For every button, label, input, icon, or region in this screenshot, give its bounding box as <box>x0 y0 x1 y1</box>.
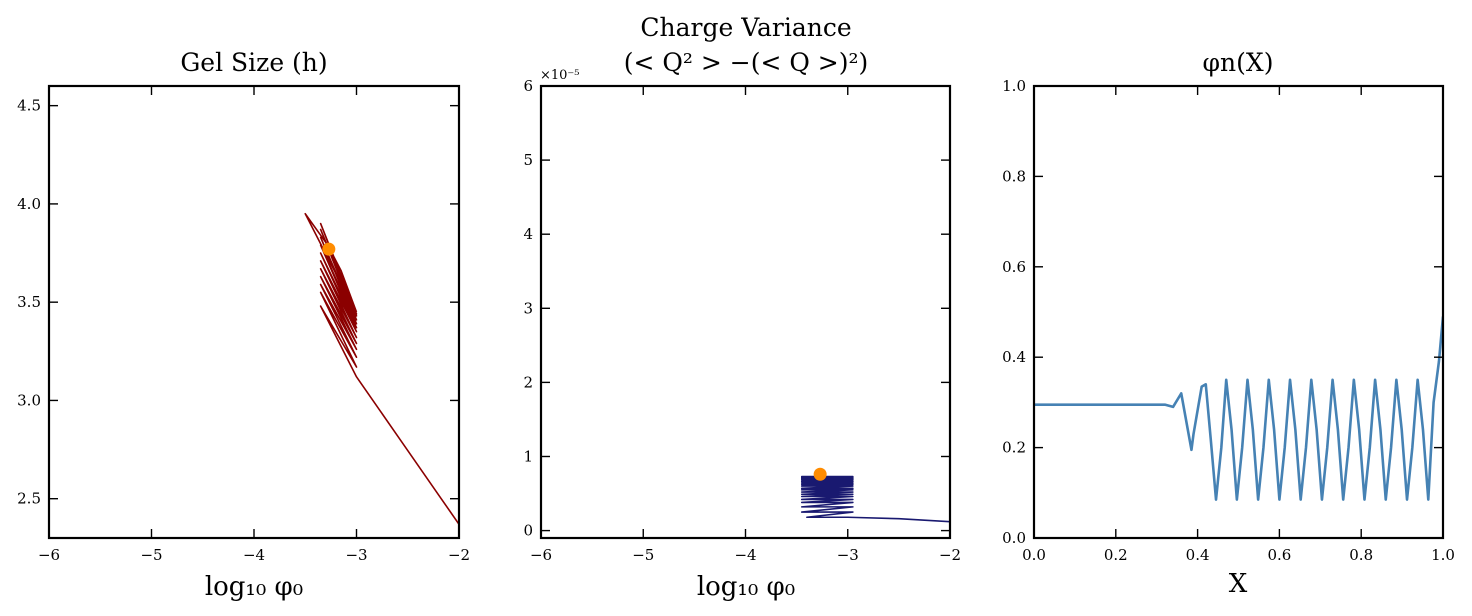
charge-variance-ytick-label: 5 <box>523 151 533 169</box>
phi-n-xlabel: X <box>1229 569 1248 599</box>
charge-variance-series-line-0 <box>800 475 950 523</box>
charge-variance-offset-text: ×10⁻⁵ <box>540 68 580 83</box>
phi-n-axes-frame <box>1032 84 1445 540</box>
charge-variance-xtick-label: −4 <box>734 546 756 564</box>
gel-size-xtick-label: −3 <box>345 546 367 564</box>
phi-n-xtick-label: 0.2 <box>1104 546 1128 564</box>
gel-size-xtick-label: −6 <box>38 546 60 564</box>
charge-variance-xtick-label: −6 <box>530 546 552 564</box>
charge-variance-plot-area: −6 −5 −4 −3 −2 0 1 2 3 4 5 6 <box>523 77 961 564</box>
gel-size-xlabel: log₁₀ φ₀ <box>205 572 303 602</box>
charge-variance-current-point-marker <box>813 467 827 481</box>
charge-variance-subtitle: (< Q² > −(< Q >)²) <box>624 48 869 77</box>
phi-n-plot-area: 0.0 0.2 0.4 0.6 0.8 1.0 0.0 0.2 0.4 0.6 0.8 1.0 <box>1002 77 1455 564</box>
phi-n-ytick-label: 0.6 <box>1002 258 1026 276</box>
charge-variance-xtick-label: −5 <box>632 546 654 564</box>
charge-variance-ytick-label: 3 <box>523 299 533 317</box>
charge-variance-xtick-label: −3 <box>837 546 859 564</box>
charge-variance-ytick-label: 4 <box>523 225 533 243</box>
phi-n-ytick-label: 0.2 <box>1002 439 1026 457</box>
gel-size-xtick-label: −5 <box>140 546 162 564</box>
phi-n-ytick-label: 0.8 <box>1002 167 1026 185</box>
phi-n-series-line-0 <box>1034 316 1443 501</box>
charge-variance-ytick-label: 2 <box>523 373 533 391</box>
charge-variance-xlabel: log₁₀ φ₀ <box>697 572 795 602</box>
gel-size-ytick-label: 4.5 <box>17 97 41 115</box>
phi-n-panel: φn(X) 0.0 0.2 0.4 0.6 0.8 1.0 0.0 0.2 0.4 0.6 0.8 1… <box>1002 48 1455 599</box>
gel-size-ytick-label: 3.5 <box>17 293 41 311</box>
phi-n-xtick-label: 1.0 <box>1431 546 1455 564</box>
phi-n-ytick-label: 1.0 <box>1002 77 1026 95</box>
charge-variance-ytick-label: 0 <box>523 522 533 540</box>
phi-n-ytick-label: 0.0 <box>1002 529 1026 547</box>
gel-size-plot-area: −6 −5 −4 −3 −2 2.5 3.0 3.5 4.0 4.5 <box>17 84 470 564</box>
phi-n-title: φn(X) <box>1203 48 1274 77</box>
phi-n-ytick-label: 0.4 <box>1002 348 1026 366</box>
gel-size-current-point-marker <box>322 242 336 256</box>
phi-n-xtick-label: 0.0 <box>1022 546 1046 564</box>
gel-size-axes-frame <box>47 84 461 540</box>
gel-size-xtick-label: −4 <box>243 546 265 564</box>
gel-size-ytick-label: 2.5 <box>17 490 41 508</box>
charge-variance-axes-frame <box>539 84 952 540</box>
gel-size-ytick-label: 4.0 <box>17 195 41 213</box>
charge-variance-ytick-label: 6 <box>523 77 533 95</box>
charge-variance-title: Charge Variance <box>640 13 851 42</box>
phi-n-xtick-label: 0.8 <box>1349 546 1373 564</box>
gel-size-panel: Gel Size (h) −6 −5 −4 −3 −2 2.5 3.0 3.5 4.0 4.5 l… <box>17 48 470 602</box>
phi-n-xtick-label: 0.6 <box>1267 546 1291 564</box>
charge-variance-ytick-label: 1 <box>523 447 533 465</box>
charge-variance-xtick-label: −2 <box>939 546 961 564</box>
gel-size-series-line-0 <box>304 212 459 525</box>
phi-n-xtick-label: 0.4 <box>1186 546 1210 564</box>
charge-variance-panel: Charge Variance (< Q² > −(< Q >)²) ×10⁻⁵… <box>523 13 961 602</box>
gel-size-title: Gel Size (h) <box>180 48 327 77</box>
gel-size-xtick-label: −2 <box>448 546 470 564</box>
gel-size-ytick-label: 3.0 <box>17 391 41 409</box>
